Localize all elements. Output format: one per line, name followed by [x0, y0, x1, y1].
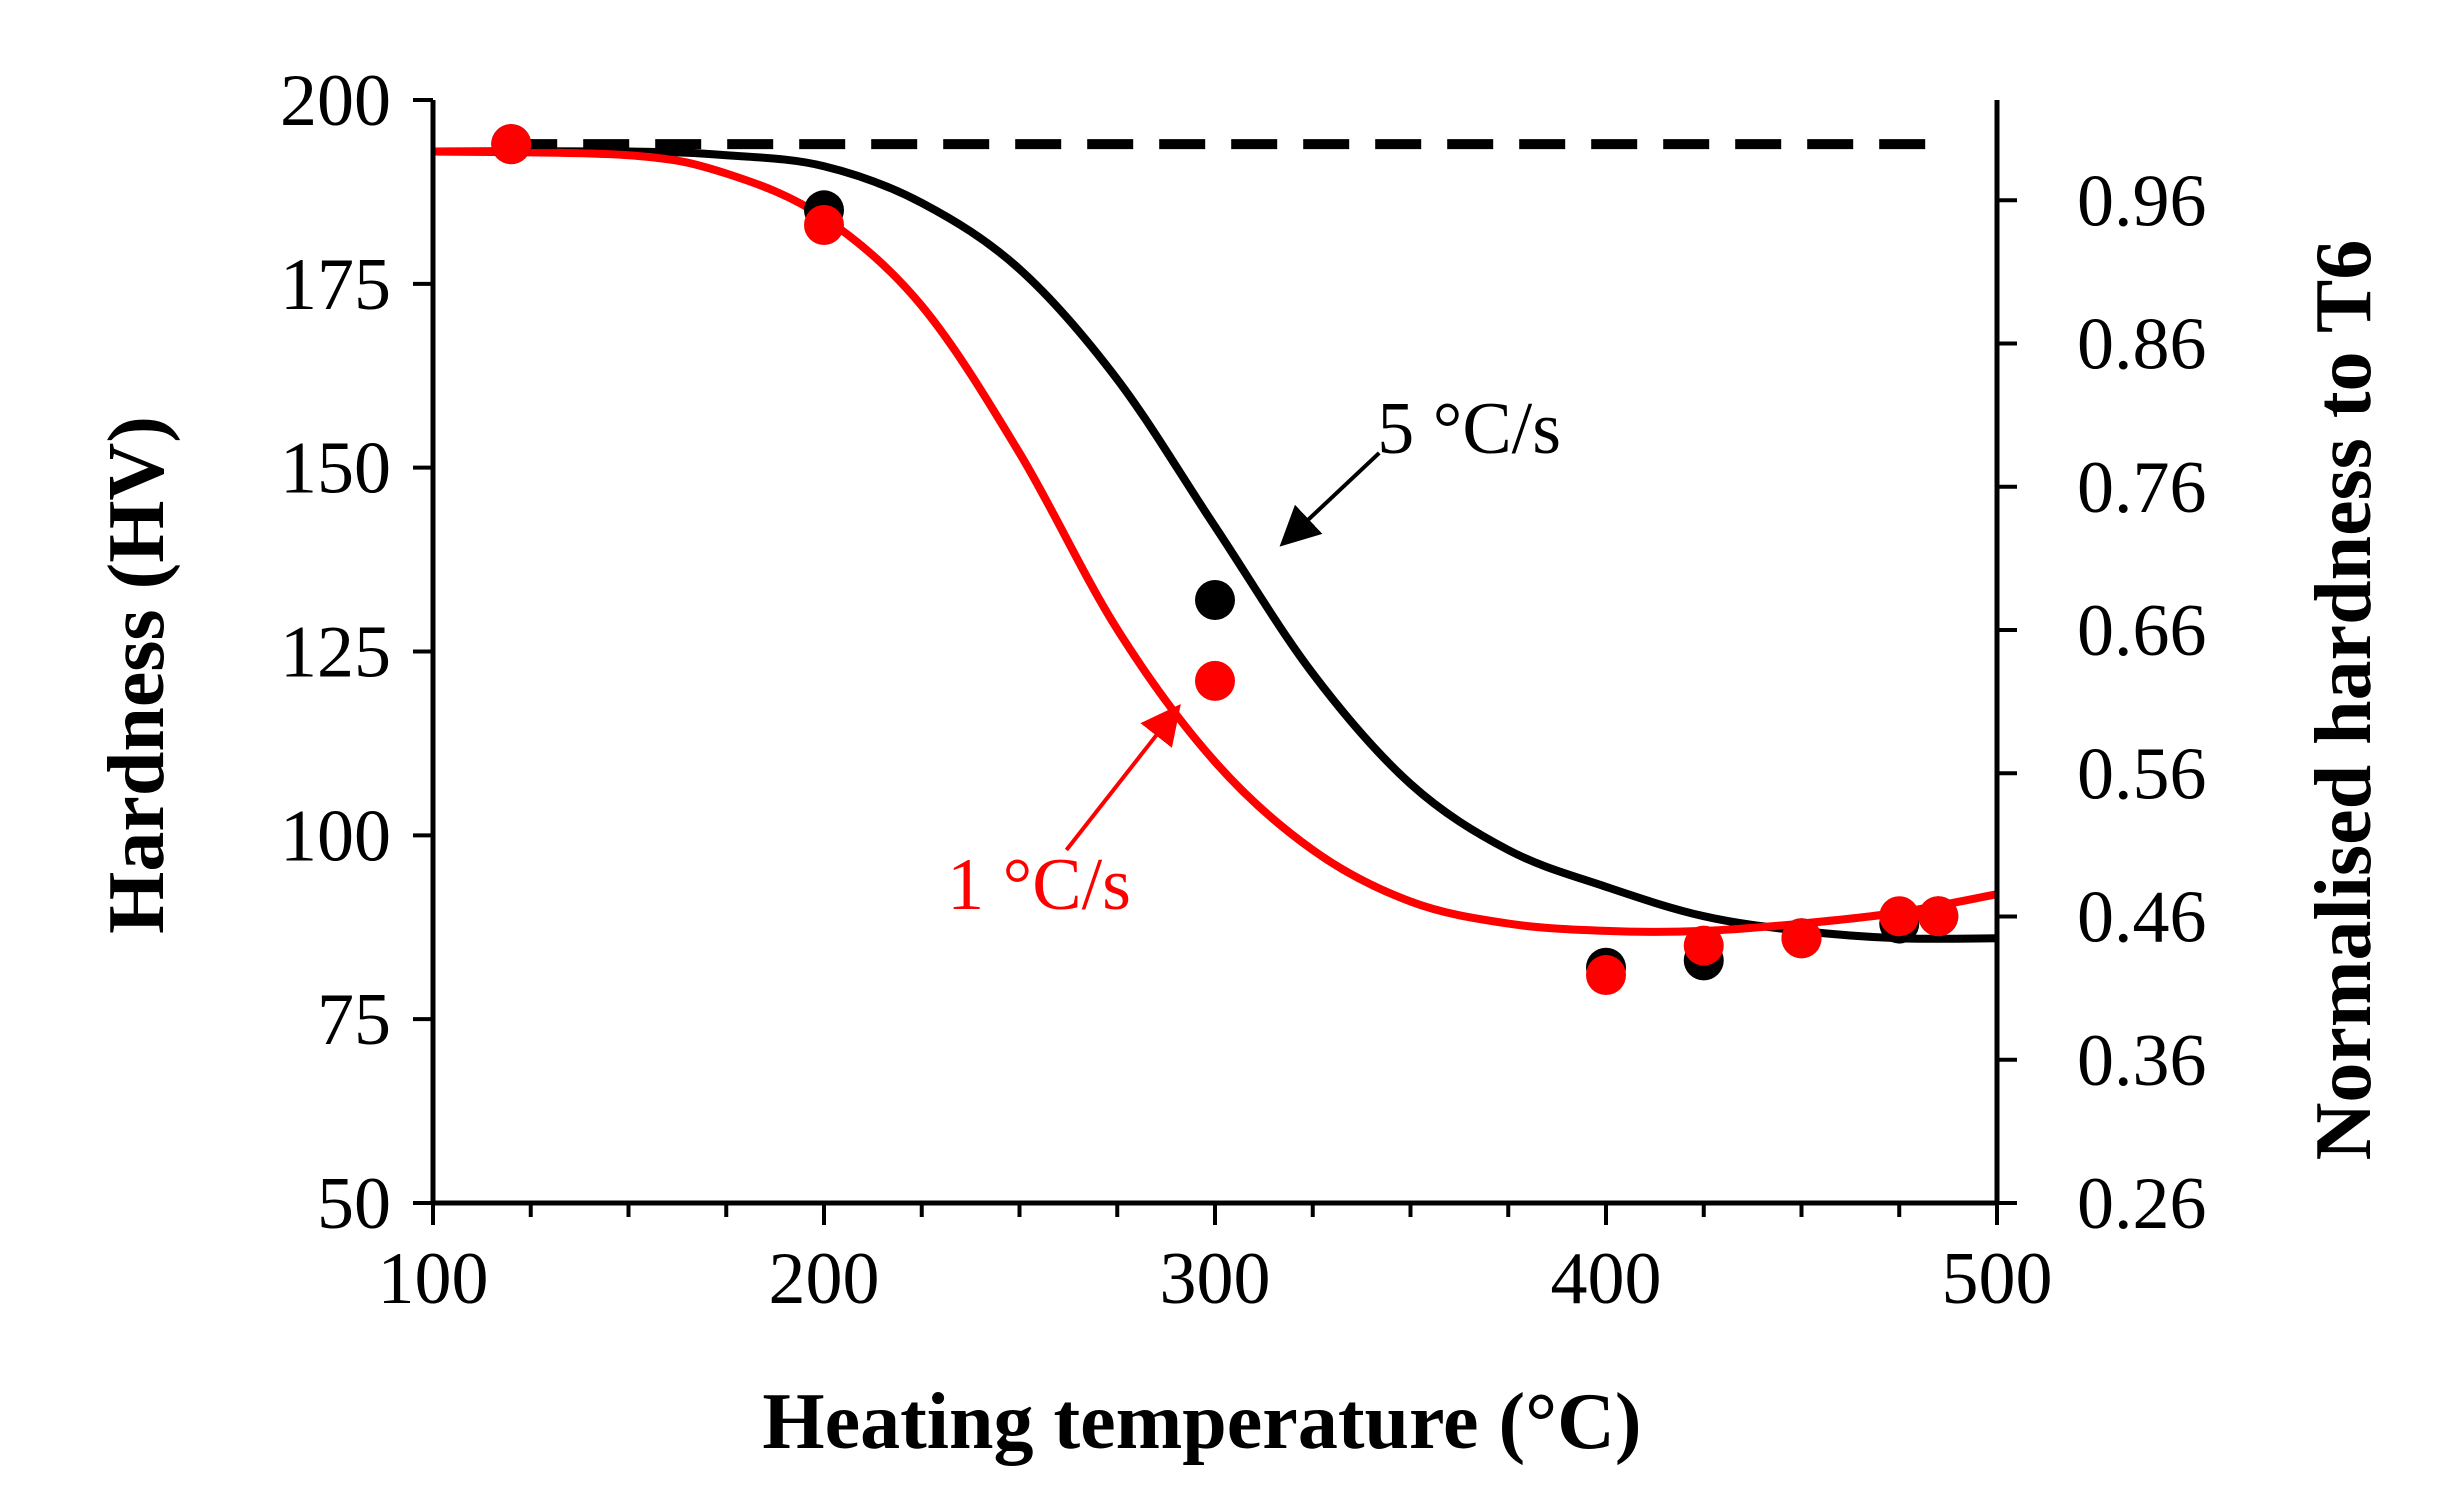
x-tick-label: 200 [769, 1238, 880, 1320]
fit-curves [432, 147, 1998, 943]
data-point-1cps [1879, 896, 1920, 937]
data-point-1cps [1195, 660, 1235, 701]
data-point-1cps [1918, 896, 1959, 937]
y-axis-title: Hardness (HV) [93, 416, 181, 934]
data-point-1cps [804, 205, 844, 246]
x-tick-label: 400 [1551, 1238, 1662, 1320]
y2-axis-title: Normalised hardness to T6 [2300, 240, 2388, 1161]
data-points [491, 124, 1959, 996]
data-point-5cps [1195, 580, 1235, 621]
y-tick-label: 75 [317, 979, 391, 1061]
data-point-1cps [1683, 925, 1724, 966]
y2-tick-label: 0.46 [2077, 877, 2207, 959]
data-point-1cps [1781, 918, 1822, 959]
y2-tick-label: 0.86 [2077, 304, 2207, 386]
annotations: 5 °C/s 1 °C/s [947, 388, 1561, 926]
y-tick-label: 200 [280, 60, 391, 142]
y2-tick-label: 0.66 [2077, 590, 2207, 672]
y-tick-label: 175 [280, 244, 391, 326]
fit-curve-1cps [432, 147, 1998, 936]
annotation-arrow-1cps [1064, 704, 1181, 852]
data-point-1cps [1586, 955, 1626, 996]
y-tick-label: 125 [280, 612, 391, 694]
data-point-1cps [491, 124, 532, 165]
annotation-label-1cps: 1 °C/s [947, 844, 1131, 926]
annotation-arrow-5cps [1279, 451, 1381, 547]
y2-tick-label: 0.56 [2077, 733, 2207, 815]
x-tick-label: 300 [1160, 1238, 1271, 1320]
fit-curve-5cps [432, 147, 1998, 943]
y2-tick-label: 0.76 [2077, 447, 2207, 529]
x-tick-label: 500 [1942, 1238, 2053, 1320]
y-tick-label: 100 [280, 795, 391, 877]
axes: 50 75 100 125 150 175 200 0.26 0.36 0.46 0.56 0.66 0… [280, 60, 2207, 1320]
y-tick-label: 150 [280, 428, 391, 510]
y2-tick-label: 0.96 [2077, 160, 2207, 242]
y2-tick-label: 0.26 [2077, 1163, 2207, 1245]
y-tick-label: 50 [317, 1163, 391, 1245]
x-axis-title: Heating temperature (°C) [762, 1378, 1641, 1466]
x-tick-label: 100 [378, 1238, 489, 1320]
y2-tick-label: 0.36 [2077, 1020, 2207, 1102]
annotation-label-5cps: 5 °C/s [1377, 388, 1561, 470]
